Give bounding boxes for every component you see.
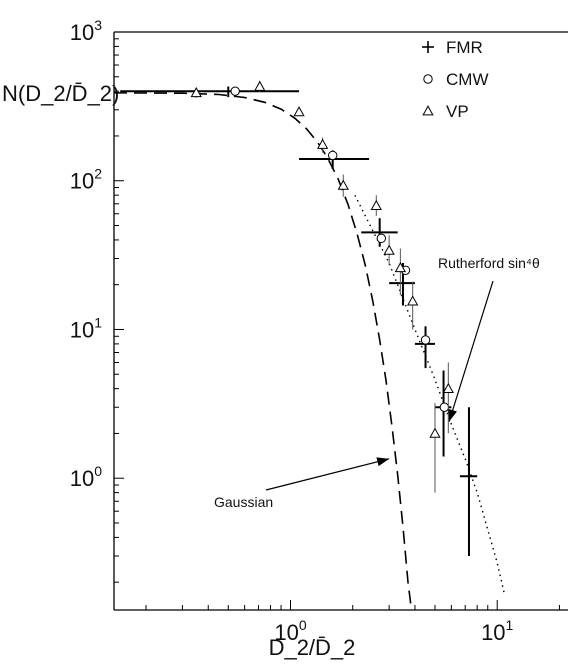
circle-marker [376, 233, 387, 244]
triangle-marker [254, 80, 266, 91]
triangle-marker [337, 179, 349, 190]
data-marks [120, 80, 478, 556]
x-axis-label: D_2/D̄_2 [269, 635, 356, 660]
gaussian-curve [113, 92, 413, 611]
x-tick-label: 100 [274, 617, 306, 645]
triangle-marker [394, 261, 407, 273]
gaussian-annotation: Gaussian [214, 494, 273, 510]
triangle-marker [293, 106, 305, 117]
y-tick-label: 102 [70, 166, 102, 194]
circle-marker [420, 335, 431, 345]
circle-marker [439, 402, 450, 412]
y-tick-label: 103 [70, 17, 102, 45]
circle-marker [230, 86, 240, 96]
arrowhead-icon [376, 457, 390, 467]
y-tick-label: 100 [70, 463, 102, 491]
triangle-marker [383, 244, 395, 255]
legend-label-fmr: FMR [446, 38, 483, 57]
circle-marker [423, 74, 433, 84]
triangle-marker [422, 105, 434, 116]
rutherford-annotation-arrow [448, 280, 494, 422]
legend-circle-marker [423, 74, 433, 84]
circle-marker [327, 150, 338, 161]
y-tick-label: 101 [70, 314, 102, 342]
triangle-marker [190, 86, 202, 98]
triangle-marker [370, 199, 382, 210]
legend-triangle-marker [422, 105, 434, 116]
legend-plus-marker [422, 41, 434, 53]
x-tick-label: 101 [481, 617, 513, 645]
legend-label-vp: VP [446, 102, 469, 121]
triangle-marker [442, 382, 454, 394]
triangle-marker [429, 427, 441, 438]
gaussian-annotation-arrow [265, 458, 390, 491]
triangle-marker [316, 138, 329, 149]
arrowhead-icon [448, 408, 457, 422]
triangle-marker [407, 295, 419, 306]
legend-label-cmw: CMW [446, 70, 488, 89]
axis-ticks [114, 38, 560, 610]
legend: FMR CMW VP [422, 38, 488, 121]
rutherford-annotation: Rutherford sin⁴θ [438, 255, 540, 271]
y-axis-label: N(D_2/D̄_2) [2, 81, 119, 106]
